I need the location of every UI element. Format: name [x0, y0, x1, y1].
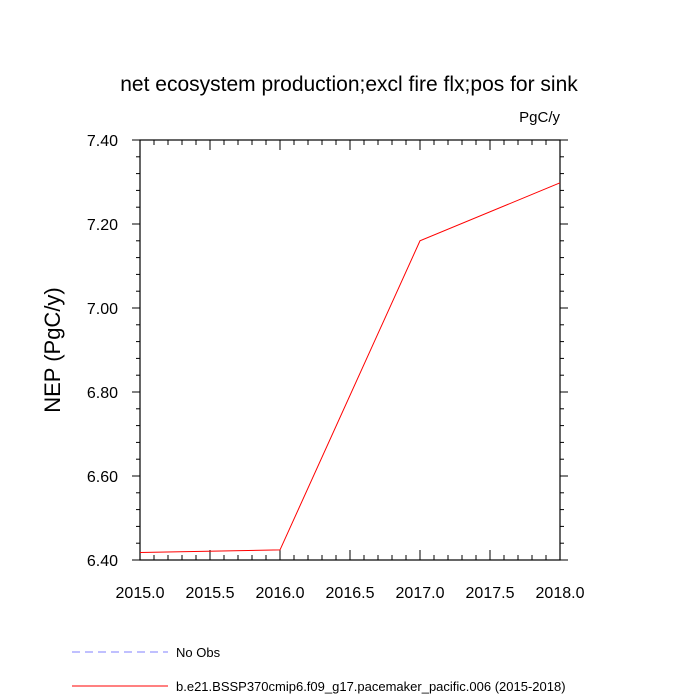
y-tick-label: 7.00: [87, 301, 118, 318]
axis-ticks: [132, 139, 568, 561]
y-axis-label: NEP (PgC/y): [40, 287, 65, 413]
units-label: PgC/y: [519, 109, 560, 126]
tick-labels: 2015.0 2015.5 2016.0 2016.5 2017.0 2017.5 2018…: [87, 133, 585, 602]
y-tick-label: 7.40: [87, 133, 118, 150]
y-tick-label: 7.20: [87, 217, 118, 234]
x-tick-label: 2015.5: [186, 585, 235, 602]
x-tick-label: 2017.0: [396, 585, 445, 602]
series-layer: [139, 182, 561, 553]
legend-label: No Obs: [176, 645, 221, 660]
x-tick-label: 2017.5: [466, 585, 515, 602]
y-tick-label: 6.40: [87, 553, 118, 570]
chart-title: net ecosystem production;excl fire flx;p…: [120, 73, 578, 96]
x-tick-label: 2018.0: [536, 585, 585, 602]
plot-frame: [139, 139, 561, 561]
y-tick-label: 6.60: [87, 469, 118, 486]
x-tick-label: 2015.0: [116, 585, 165, 602]
x-tick-label: 2016.5: [326, 585, 375, 602]
y-tick-label: 6.80: [87, 385, 118, 402]
legend-label: b.e21.BSSP370cmip6.f09_g17.pacemaker_pac…: [176, 679, 566, 694]
series-line: [139, 182, 561, 553]
x-tick-label: 2016.0: [256, 585, 305, 602]
legend: No Obs b.e21.BSSP370cmip6.f09_g17.pacemak…: [72, 645, 566, 694]
